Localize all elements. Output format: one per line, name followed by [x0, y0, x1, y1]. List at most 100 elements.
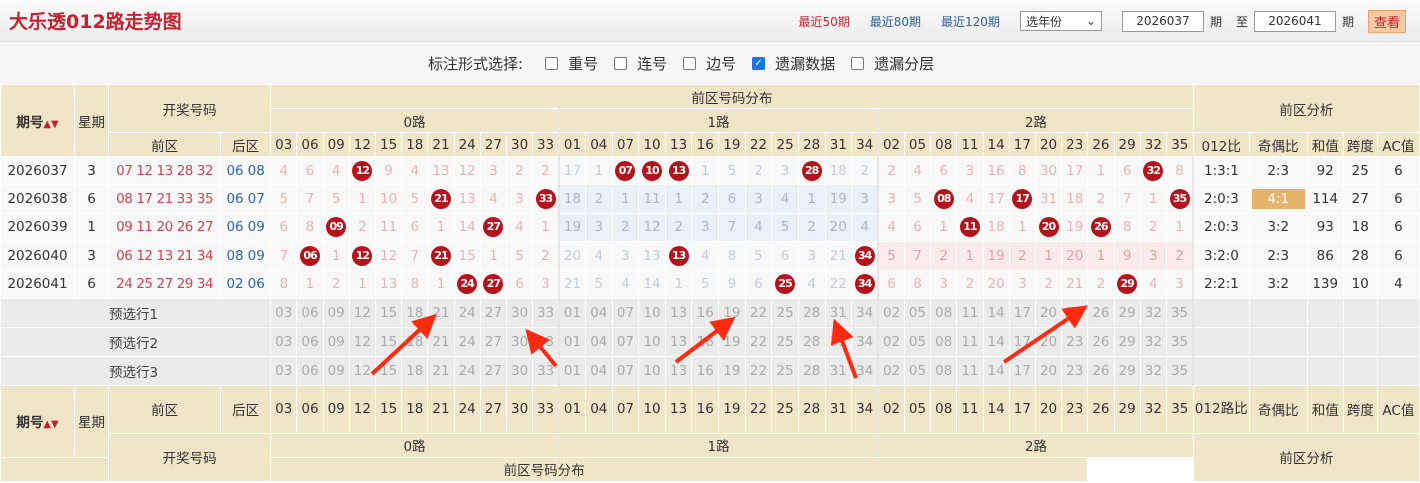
- year-select[interactable]: 选年份 ⌄: [1019, 11, 1102, 31]
- preselect-number[interactable]: 13: [664, 297, 693, 328]
- preselect-number[interactable]: 03: [270, 326, 298, 357]
- preselect-number[interactable]: 33: [532, 355, 560, 386]
- preselect-number[interactable]: 35: [1165, 326, 1194, 357]
- option-3[interactable]: ✓ 遗漏数据: [752, 53, 835, 74]
- option-1[interactable]: 连号: [614, 53, 667, 74]
- preselect-number[interactable]: 13: [664, 355, 693, 386]
- preselect-number[interactable]: 22: [744, 297, 773, 328]
- col-issue[interactable]: 期号▲▼: [0, 384, 76, 458]
- preselect-number[interactable]: 05: [903, 355, 932, 386]
- preselect-number[interactable]: 09: [322, 355, 350, 386]
- preselect-number[interactable]: 34: [851, 355, 879, 386]
- preselect-number[interactable]: 15: [374, 326, 403, 357]
- preselect-number[interactable]: 32: [1139, 326, 1167, 357]
- preselect-number[interactable]: 14: [982, 355, 1010, 386]
- preselect-number[interactable]: 27: [479, 326, 508, 357]
- preselect-number[interactable]: 31: [824, 297, 853, 328]
- link-recent-120[interactable]: 最近120期: [941, 14, 1000, 29]
- preselect-number[interactable]: 32: [1139, 297, 1167, 328]
- checkbox-icon[interactable]: [851, 56, 865, 70]
- preselect-number[interactable]: 01: [557, 326, 587, 357]
- preselect-number[interactable]: 26: [1087, 355, 1115, 386]
- preselect-number[interactable]: 09: [322, 326, 350, 357]
- preselect-number[interactable]: 14: [982, 326, 1010, 357]
- link-recent-50[interactable]: 最近50期: [798, 14, 850, 29]
- preselect-number[interactable]: 21: [427, 297, 455, 328]
- preselect-number[interactable]: 26: [1087, 326, 1115, 357]
- preselect-number[interactable]: 07: [611, 326, 640, 357]
- preselect-number[interactable]: 11: [956, 355, 984, 386]
- preselect-number[interactable]: 17: [1008, 297, 1036, 328]
- preselect-number[interactable]: 35: [1165, 355, 1194, 386]
- preselect-number[interactable]: 25: [771, 355, 799, 386]
- preselect-number[interactable]: 27: [479, 355, 508, 386]
- preselect-number[interactable]: 23: [1061, 297, 1089, 328]
- preselect-number[interactable]: 06: [296, 326, 324, 357]
- preselect-number[interactable]: 29: [1113, 297, 1141, 328]
- preselect-number[interactable]: 22: [744, 355, 773, 386]
- preselect-number[interactable]: 08: [930, 355, 958, 386]
- preselect-number[interactable]: 33: [532, 326, 560, 357]
- preselect-number[interactable]: 13: [664, 326, 693, 357]
- preselect-number[interactable]: 02: [877, 355, 905, 386]
- option-4[interactable]: 遗漏分层: [851, 53, 934, 74]
- preselect-number[interactable]: 25: [771, 326, 799, 357]
- preselect-number[interactable]: 28: [797, 297, 826, 328]
- checkbox-icon[interactable]: [614, 56, 628, 70]
- preselect-number[interactable]: 07: [611, 355, 640, 386]
- preselect-number[interactable]: 08: [930, 326, 958, 357]
- preselect-number[interactable]: 18: [401, 355, 429, 386]
- preselect-number[interactable]: 29: [1113, 326, 1141, 357]
- option-2[interactable]: 边号: [683, 53, 736, 74]
- preselect-number[interactable]: 23: [1061, 355, 1089, 386]
- option-0[interactable]: 重号: [545, 53, 598, 74]
- preselect-number[interactable]: 19: [718, 355, 746, 386]
- view-button[interactable]: 查看: [1367, 9, 1406, 33]
- preselect-number[interactable]: 07: [611, 297, 640, 328]
- preselect-number[interactable]: 18: [401, 326, 429, 357]
- preselect-number[interactable]: 04: [585, 297, 613, 328]
- preselect-number[interactable]: 25: [771, 297, 799, 328]
- preselect-number[interactable]: 35: [1165, 297, 1194, 328]
- preselect-number[interactable]: 05: [903, 297, 932, 328]
- preselect-number[interactable]: 10: [638, 297, 666, 328]
- preselect-number[interactable]: 02: [877, 326, 905, 357]
- preselect-number[interactable]: 02: [877, 297, 905, 328]
- preselect-number[interactable]: 18: [401, 297, 429, 328]
- preselect-number[interactable]: 17: [1008, 355, 1036, 386]
- sort-icon[interactable]: ▲▼: [43, 419, 59, 431]
- preselect-number[interactable]: 20: [1034, 326, 1063, 357]
- preselect-number[interactable]: 15: [374, 297, 403, 328]
- preselect-number[interactable]: 32: [1139, 355, 1167, 386]
- preselect-number[interactable]: 30: [505, 297, 534, 328]
- preselect-number[interactable]: 24: [453, 355, 481, 386]
- preselect-number[interactable]: 30: [505, 355, 534, 386]
- preselect-number[interactable]: 28: [797, 355, 826, 386]
- preselect-number[interactable]: 21: [427, 326, 455, 357]
- preselect-number[interactable]: 11: [956, 297, 984, 328]
- preselect-number[interactable]: 30: [505, 326, 534, 357]
- preselect-number[interactable]: 24: [453, 297, 481, 328]
- preselect-number[interactable]: 14: [982, 297, 1010, 328]
- checkbox-icon[interactable]: [683, 56, 697, 70]
- preselect-number[interactable]: 20: [1034, 297, 1063, 328]
- preselect-number[interactable]: 22: [744, 326, 773, 357]
- to-issue-input[interactable]: 2026041: [1253, 10, 1336, 32]
- preselect-number[interactable]: 34: [851, 297, 879, 328]
- preselect-number[interactable]: 03: [270, 355, 298, 386]
- preselect-number[interactable]: 16: [691, 355, 720, 386]
- preselect-number[interactable]: 19: [718, 326, 746, 357]
- preselect-number[interactable]: 27: [479, 297, 508, 328]
- checkbox-icon[interactable]: [545, 56, 559, 70]
- preselect-number[interactable]: 04: [585, 326, 613, 357]
- preselect-number[interactable]: 05: [903, 326, 932, 357]
- preselect-number[interactable]: 11: [956, 326, 984, 357]
- preselect-number[interactable]: 03: [270, 297, 298, 328]
- preselect-number[interactable]: 16: [691, 297, 720, 328]
- sort-icon[interactable]: ▲▼: [43, 118, 59, 130]
- preselect-number[interactable]: 28: [797, 326, 826, 357]
- preselect-number[interactable]: 23: [1061, 326, 1089, 357]
- link-recent-80[interactable]: 最近80期: [869, 14, 922, 29]
- col-issue[interactable]: 期号▲▼: [0, 84, 76, 157]
- preselect-number[interactable]: 12: [348, 355, 376, 386]
